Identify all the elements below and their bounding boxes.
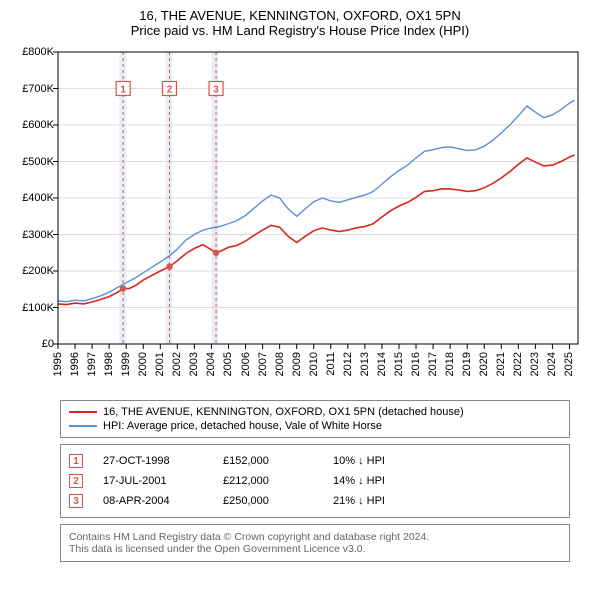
sale-price: £152,000 xyxy=(223,455,313,467)
x-tick-label: 2002 xyxy=(171,352,183,376)
sale-row: 3 08-APR-2004 £250,000 21% ↓ HPI xyxy=(69,491,561,511)
x-tick-label: 2010 xyxy=(308,352,320,376)
y-tick-label: £100K xyxy=(10,302,54,314)
x-tick-label: 2023 xyxy=(529,352,541,376)
x-tick-label: 2012 xyxy=(342,352,354,376)
x-tick-label: 2000 xyxy=(137,352,149,376)
y-tick-label: £0 xyxy=(10,338,54,350)
legend-label: HPI: Average price, detached house, Vale… xyxy=(103,420,382,432)
x-tick-label: 2022 xyxy=(512,352,524,376)
x-tick-label: 2008 xyxy=(274,352,286,376)
x-tick-label: 2018 xyxy=(444,352,456,376)
sale-row: 1 27-OCT-1998 £152,000 10% ↓ HPI xyxy=(69,451,561,471)
svg-text:2: 2 xyxy=(167,85,173,96)
sale-date: 27-OCT-1998 xyxy=(103,455,203,467)
sale-price: £250,000 xyxy=(223,495,313,507)
sale-delta: 21% ↓ HPI xyxy=(333,495,385,507)
footer-line1: Contains HM Land Registry data © Crown c… xyxy=(69,531,561,543)
x-tick-label: 2019 xyxy=(461,352,473,376)
sale-delta: 10% ↓ HPI xyxy=(333,455,385,467)
sale-marker: 2 xyxy=(69,474,83,488)
x-tick-label: 2017 xyxy=(427,352,439,376)
svg-text:3: 3 xyxy=(213,85,219,96)
sale-marker: 3 xyxy=(69,494,83,508)
x-tick-label: 2020 xyxy=(478,352,490,376)
sale-marker: 1 xyxy=(69,454,83,468)
chart-svg: 1 2 3 xyxy=(10,44,590,394)
sale-date: 08-APR-2004 xyxy=(103,495,203,507)
x-tick-label: 2003 xyxy=(188,352,200,376)
sale-delta: 14% ↓ HPI xyxy=(333,475,385,487)
x-tick-label: 1996 xyxy=(69,352,81,376)
svg-text:1: 1 xyxy=(120,85,126,96)
x-tick-label: 2015 xyxy=(393,352,405,376)
y-tick-label: £600K xyxy=(10,119,54,131)
sale-price: £212,000 xyxy=(223,475,313,487)
x-tick-label: 2004 xyxy=(205,352,217,376)
y-tick-label: £400K xyxy=(10,192,54,204)
footer-line2: This data is licensed under the Open Gov… xyxy=(69,543,561,555)
y-tick-label: £800K xyxy=(10,46,54,58)
x-tick-label: 2009 xyxy=(291,352,303,376)
x-tick-label: 2021 xyxy=(495,352,507,376)
legend-swatch xyxy=(69,425,97,427)
chart-title-line2: Price paid vs. HM Land Registry's House … xyxy=(10,23,590,38)
legend: 16, THE AVENUE, KENNINGTON, OXFORD, OX1 … xyxy=(60,400,570,438)
sales-table: 1 27-OCT-1998 £152,000 10% ↓ HPI 2 17-JUL-200… xyxy=(60,444,570,518)
x-tick-label: 2024 xyxy=(546,352,558,376)
x-tick-label: 2014 xyxy=(376,352,388,376)
chart-container: 16, THE AVENUE, KENNINGTON, OXFORD, OX1 … xyxy=(0,0,600,572)
x-tick-label: 1995 xyxy=(52,352,64,376)
y-tick-label: £300K xyxy=(10,229,54,241)
y-tick-label: £700K xyxy=(10,83,54,95)
x-tick-label: 2016 xyxy=(410,352,422,376)
x-tick-label: 2006 xyxy=(240,352,252,376)
legend-label: 16, THE AVENUE, KENNINGTON, OXFORD, OX1 … xyxy=(103,406,464,418)
x-tick-label: 2005 xyxy=(222,352,234,376)
x-tick-label: 1997 xyxy=(86,352,98,376)
x-tick-label: 2011 xyxy=(325,352,337,376)
x-tick-label: 2001 xyxy=(154,352,166,376)
x-tick-label: 2025 xyxy=(563,352,575,376)
legend-item: HPI: Average price, detached house, Vale… xyxy=(69,419,561,433)
x-tick-label: 2013 xyxy=(359,352,371,376)
sale-row: 2 17-JUL-2001 £212,000 14% ↓ HPI xyxy=(69,471,561,491)
legend-item: 16, THE AVENUE, KENNINGTON, OXFORD, OX1 … xyxy=(69,405,561,419)
attribution-footer: Contains HM Land Registry data © Crown c… xyxy=(60,524,570,562)
x-tick-label: 2007 xyxy=(257,352,269,376)
x-tick-label: 1998 xyxy=(103,352,115,376)
chart-title-line1: 16, THE AVENUE, KENNINGTON, OXFORD, OX1 … xyxy=(10,8,590,23)
plot-area: 1 2 3 £0 £100K £200K £300K £400K £500K £600K £700… xyxy=(10,44,590,394)
y-tick-label: £500K xyxy=(10,156,54,168)
legend-swatch xyxy=(69,411,97,413)
sale-date: 17-JUL-2001 xyxy=(103,475,203,487)
x-tick-label: 1999 xyxy=(120,352,132,376)
y-tick-label: £200K xyxy=(10,265,54,277)
